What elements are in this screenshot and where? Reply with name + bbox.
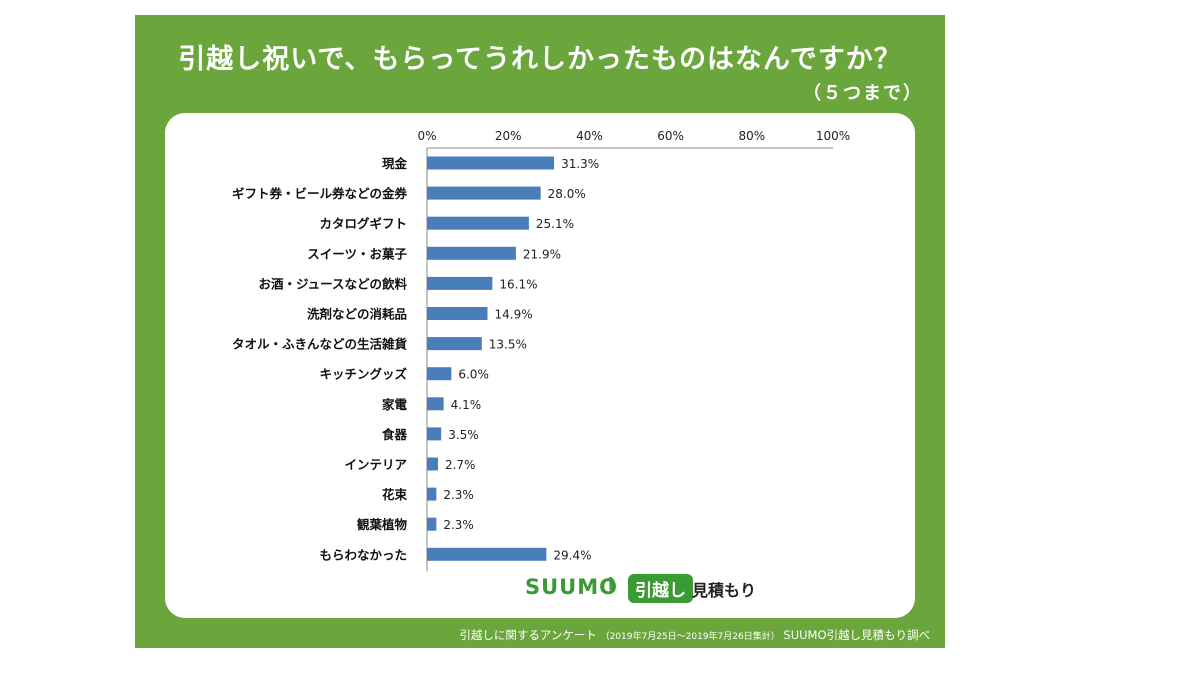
bar-value-label: 25.1% [536,217,574,231]
chart-subtitle: （５つまで） [803,83,923,104]
x-tick-label: 80% [738,129,765,143]
bar [427,276,493,290]
bar-value-label: 2.7% [445,458,476,472]
logo-badge: 引越し [628,574,693,603]
bar-value-label: 29.4% [553,548,591,562]
bar-value-label: 13.5% [489,338,527,352]
category-label: 食器 [381,427,408,442]
category-label: お酒・ジュースなどの飲料 [258,276,407,291]
chart-title: 引越し祝いで、もらってうれしかったものはなんですか？ [178,44,902,75]
bar [427,367,452,381]
bar-value-label: 4.1% [451,398,482,412]
bar-value-label: 2.3% [443,488,474,502]
bar [427,337,482,351]
bar-value-label: 3.5% [448,428,479,442]
bar-value-label: 16.1% [499,277,537,291]
category-label: カタログギフト [319,216,407,231]
bar-value-label: 21.9% [523,247,561,261]
footer-survey: 引越しに関するアンケート [459,628,597,642]
bar [427,547,547,561]
category-label: タオル・ふきんなどの生活雑貨 [232,337,408,352]
category-label: もらわなかった [319,547,407,562]
category-label: 洗剤などの消耗品 [307,307,407,322]
category-label: キッチングッズ [319,367,407,382]
arrow-up-icon: ↑ [603,574,619,595]
bar [427,427,442,441]
bar [427,517,437,531]
x-tick-label: 20% [495,129,522,143]
x-tick-label: 100% [816,129,850,143]
chart-footer: 引越しに関するアンケート （2019年7月25日～2019年7月26日集計） S… [459,627,930,643]
category-label: 花束 [382,487,408,502]
logo-suffix: 見積もり [692,581,757,600]
bar-value-label: 2.3% [443,518,474,532]
x-tick-label: 40% [576,129,603,143]
bar-value-label: 28.0% [548,187,586,201]
footer-period: （2019年7月25日～2019年7月26日集計） [600,632,780,642]
bar [427,156,555,170]
bar-value-label: 6.0% [458,368,489,382]
category-label: スイーツ・お菓子 [307,246,407,261]
category-label: インテリア [344,457,407,472]
bar [427,457,438,471]
category-label: 家電 [382,397,408,412]
footer-source: SUUMO引越し見積もり調べ [783,628,930,642]
bar [427,216,529,230]
bar-value-label: 14.9% [494,308,532,322]
bar [427,186,541,200]
category-label: 観葉植物 [357,517,408,532]
chart-panel: 引越し祝いで、もらってうれしかったものはなんですか？ （５つまで） 引越しに関す… [135,15,945,648]
x-tick-label: 60% [657,129,684,143]
suumo-logo: SUUMO [525,575,618,599]
bar [427,487,437,501]
x-tick-label: 0% [417,129,436,143]
category-label: 現金 [382,156,408,171]
bar [427,307,488,320]
bar-value-label: 31.3% [561,157,599,171]
bar [427,246,516,260]
category-label: ギフト券・ビール券などの金券 [232,186,408,201]
bar [427,397,444,411]
